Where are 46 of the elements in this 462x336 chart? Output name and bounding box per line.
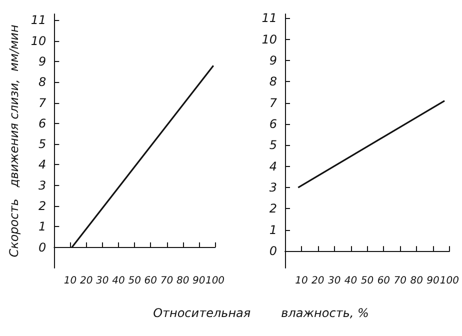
x-tick-label: 80	[410, 276, 423, 286]
y-tick-label: 0	[269, 244, 278, 258]
y-tick-label: 4	[269, 159, 277, 174]
x-tick-label: 100	[440, 276, 460, 286]
x-tick-label: 60	[144, 276, 158, 286]
y-tick-label: 3	[38, 178, 46, 192]
x-tick-label: 10	[64, 276, 77, 286]
x-tick-label: 100	[205, 276, 225, 286]
x-tick-label: 50	[128, 276, 141, 286]
y-tick-label: 1	[269, 222, 277, 237]
x-tick-label: 10	[295, 276, 308, 286]
y-tick-label: 0	[38, 240, 47, 254]
y-tick-label: 1	[38, 220, 46, 234]
y-tick-label: 6	[38, 116, 47, 130]
y-tick-label: 5	[269, 138, 277, 152]
x-axis-title: Относительная влажность, %	[152, 306, 370, 320]
x-tick-label: 40	[112, 276, 125, 286]
y-tick-label: 9	[38, 54, 46, 68]
y-tick-label: 5	[38, 137, 46, 152]
x-tick-label: 50	[360, 276, 374, 286]
y-tick-label: 6	[269, 117, 278, 132]
x-tick-label: 20	[80, 276, 93, 286]
y-tick-label: 7	[38, 96, 47, 110]
x-tick-label: 70	[394, 276, 406, 286]
y-tick-label: 3	[269, 180, 277, 195]
y-tick-label: 11	[262, 11, 277, 26]
y-tick-label: 11	[30, 13, 46, 28]
y-tick-label: 2	[269, 202, 277, 216]
y-tick-label: 4	[38, 158, 46, 172]
y-tick-label: 7	[269, 96, 278, 110]
y-tick-label: 2	[38, 199, 46, 214]
x-tick-label: 90	[426, 276, 440, 286]
x-tick-label: 30	[328, 276, 341, 286]
x-tick-label: 40	[344, 276, 358, 286]
x-tick-label: 80	[176, 276, 190, 286]
y-tick-label: 9	[269, 54, 277, 68]
y-axis-title: Скорость движения слизи, мм/мин	[7, 24, 21, 258]
x-tick-label: 30	[96, 276, 109, 286]
x-tick-label: 70	[160, 276, 174, 286]
x-tick-label: 20	[312, 276, 324, 286]
y-tick-label: 10	[262, 32, 278, 46]
y-tick-label: 8	[269, 74, 278, 89]
x-tick-label: 90	[192, 276, 206, 286]
y-tick-label: 8	[38, 75, 47, 90]
x-tick-label: 60	[377, 276, 390, 286]
y-tick-label: 10	[30, 34, 47, 48]
